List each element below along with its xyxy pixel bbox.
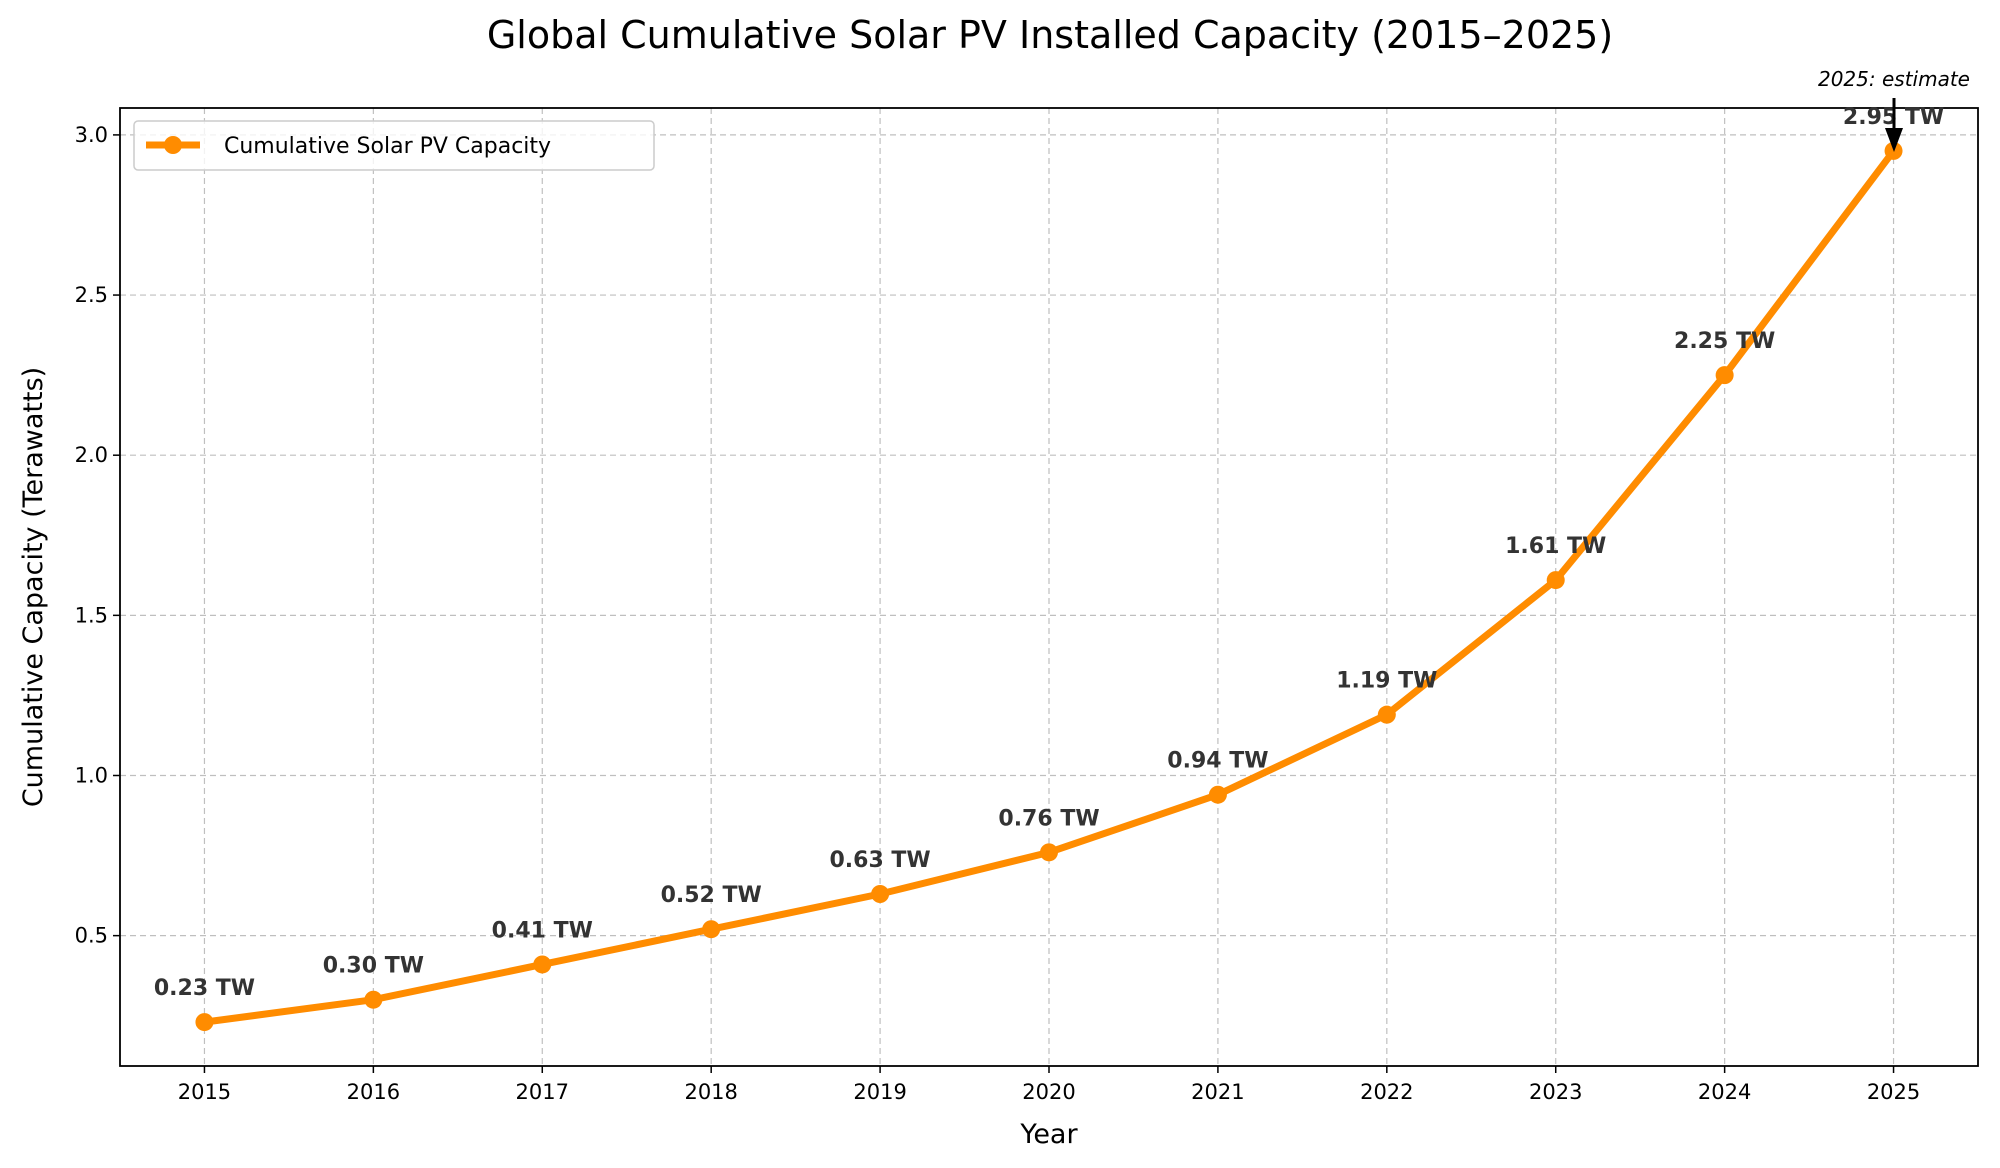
legend: Cumulative Solar PV Capacity	[133, 120, 655, 171]
annotation-text: 2025: estimate	[1818, 67, 1970, 91]
data-point	[1884, 141, 1903, 160]
legend-marker	[164, 136, 182, 154]
x-tick-label: 2023	[1529, 1080, 1582, 1104]
x-tick-label: 2017	[516, 1080, 569, 1104]
x-tick-label: 2024	[1698, 1080, 1751, 1104]
data-point	[1208, 785, 1227, 804]
data-point	[1377, 705, 1396, 724]
annotation: 2025: estimate	[1818, 67, 1970, 152]
y-tick-label: 2.5	[75, 283, 108, 307]
y-tick-label: 1.5	[75, 603, 108, 627]
x-tick-label: 2020	[1022, 1080, 1075, 1104]
x-tick-label: 2025	[1867, 1080, 1920, 1104]
chart-title: Global Cumulative Solar PV Installed Cap…	[487, 13, 1613, 57]
data-label: 0.30 TW	[323, 954, 424, 979]
y-tick-label: 3.0	[75, 123, 108, 147]
data-point	[364, 990, 383, 1009]
data-point	[702, 920, 721, 939]
x-tick-label: 2015	[178, 1080, 231, 1104]
x-tick-label: 2016	[347, 1080, 400, 1104]
data-label: 0.76 TW	[998, 806, 1099, 831]
series-layer	[195, 141, 1903, 1032]
x-tick-label: 2019	[853, 1080, 906, 1104]
ticks: 2015 2016 2017 2018 2019 2020 2021 2022 2023 2024…	[75, 123, 1921, 1104]
data-point	[1546, 571, 1565, 590]
data-point	[195, 1013, 214, 1032]
data-point	[533, 955, 552, 974]
data-label: 0.63 TW	[829, 848, 930, 873]
data-label: 0.52 TW	[661, 883, 762, 908]
data-point	[1715, 366, 1734, 385]
y-tick-label: 1.0	[75, 763, 108, 787]
legend-label: Cumulative Solar PV Capacity	[224, 134, 551, 159]
grid	[120, 108, 1978, 1066]
annotation-arrow-head	[1885, 128, 1903, 152]
x-tick-label: 2022	[1360, 1080, 1413, 1104]
data-label: 0.41 TW	[492, 918, 593, 943]
data-label: 0.94 TW	[1167, 749, 1268, 774]
legend-box	[133, 120, 655, 171]
data-label: 1.19 TW	[1336, 669, 1437, 694]
x-axis-label: Year	[1019, 1119, 1078, 1150]
x-tick-label: 2018	[684, 1080, 737, 1104]
y-tick-label: 0.5	[75, 924, 108, 948]
y-tick-label: 2.0	[75, 443, 108, 467]
data-point	[1040, 843, 1058, 862]
data-label: 0.23 TW	[154, 976, 255, 1001]
x-tick-label: 2021	[1191, 1080, 1244, 1104]
data-point	[871, 885, 890, 904]
y-axis-label: Cumulative Capacity (Terawatts)	[18, 367, 49, 807]
data-label: 1.61 TW	[1505, 534, 1606, 559]
data-label: 2.25 TW	[1674, 329, 1775, 354]
